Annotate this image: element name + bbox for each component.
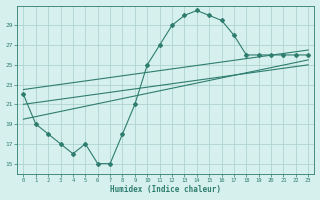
X-axis label: Humidex (Indice chaleur): Humidex (Indice chaleur) bbox=[110, 185, 221, 194]
